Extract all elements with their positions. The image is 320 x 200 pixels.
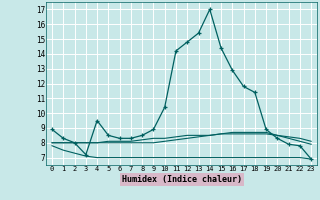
X-axis label: Humidex (Indice chaleur): Humidex (Indice chaleur) bbox=[122, 175, 242, 184]
